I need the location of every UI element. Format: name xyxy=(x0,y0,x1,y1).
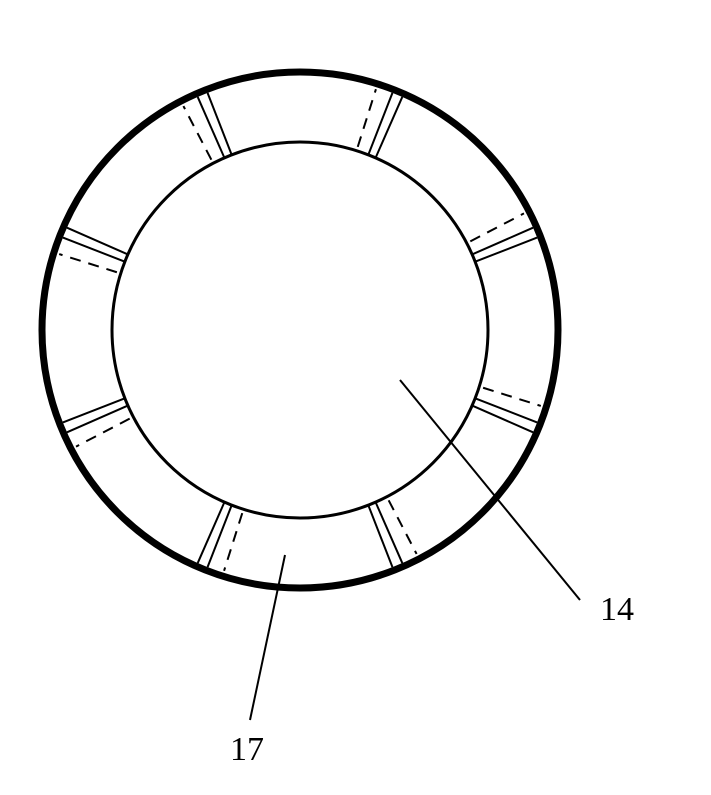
spoke-hidden-line xyxy=(389,500,417,554)
spoke-hidden-line xyxy=(59,254,117,272)
spokes-group xyxy=(59,89,541,571)
inner-ring xyxy=(112,142,488,518)
diagram-canvas: 14 17 xyxy=(0,0,711,795)
spoke-hidden-line xyxy=(76,419,130,447)
spoke-hidden-line xyxy=(183,106,211,160)
spoke-hidden-line xyxy=(358,89,376,147)
callout-label-14: 14 xyxy=(600,591,634,628)
spoke-hidden-line xyxy=(224,513,242,571)
outer-ring xyxy=(42,72,558,588)
callout-line-17 xyxy=(250,555,285,720)
callout-label-17: 17 xyxy=(230,731,264,768)
spoke-hidden-line xyxy=(470,213,524,241)
spoke-hidden-line xyxy=(483,388,541,406)
